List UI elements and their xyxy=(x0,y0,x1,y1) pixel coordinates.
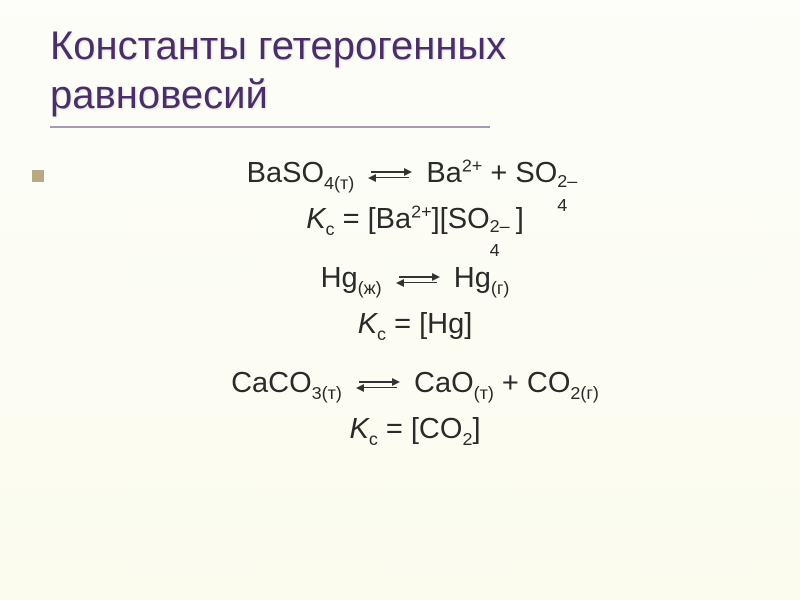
equations-content: BaSO4(т) Ba2+ + SO42– Kc = [Ba2+][SO42–]… xyxy=(70,152,760,453)
bullet-icon xyxy=(32,170,44,182)
equation-3: CaCO3(т) CaO(т) + CO2(г) xyxy=(70,362,760,406)
slide: Константы гетерогенных равновесий BaSO4(… xyxy=(0,0,800,600)
title-block: Константы гетерогенных равновесий xyxy=(50,22,750,128)
kc-3: Kc = [CO2] xyxy=(70,408,760,452)
title-line-1: Константы гетерогенных xyxy=(50,24,506,68)
title-line-2: равновесий xyxy=(50,73,268,117)
equilibrium-arrow-icon xyxy=(356,370,400,399)
kc-2: Kc = [Hg] xyxy=(70,303,760,347)
equation-2: Hg(ж) Hg(г) xyxy=(70,257,760,301)
kc-1: Kc = [Ba2+][SO42–] xyxy=(70,198,760,242)
equilibrium-arrow-icon xyxy=(368,160,412,189)
title-underline xyxy=(50,126,490,128)
equation-1: BaSO4(т) Ba2+ + SO42– xyxy=(70,152,760,196)
slide-title: Константы гетерогенных равновесий xyxy=(50,22,750,120)
equilibrium-arrow-icon xyxy=(396,265,440,294)
